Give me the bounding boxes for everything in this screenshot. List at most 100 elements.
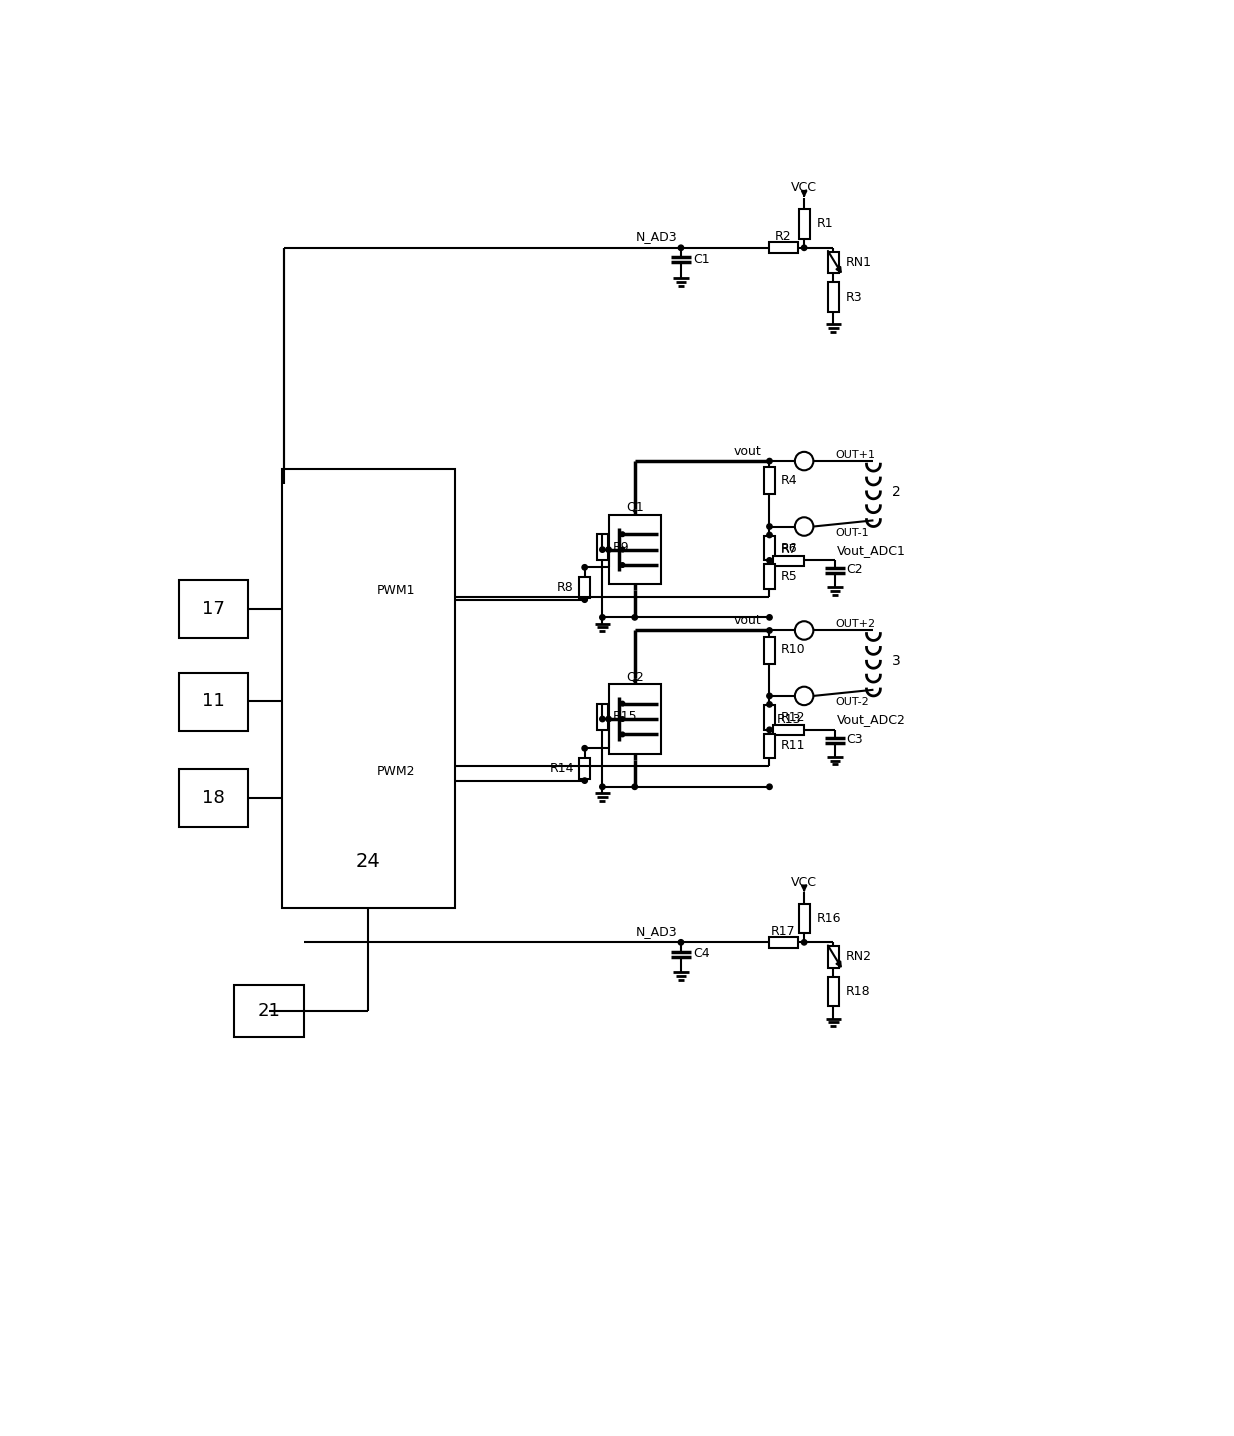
- Bar: [764, 467, 775, 494]
- Bar: [283, 468, 455, 908]
- Bar: [764, 705, 775, 729]
- Text: R9: R9: [613, 541, 629, 554]
- Bar: [769, 243, 798, 253]
- Text: C4: C4: [694, 948, 710, 961]
- Bar: [764, 564, 775, 589]
- Text: N_AD3: N_AD3: [636, 231, 677, 244]
- Bar: [179, 673, 248, 731]
- Text: 17: 17: [202, 600, 225, 617]
- Bar: [769, 936, 798, 948]
- Text: Q1: Q1: [626, 501, 644, 514]
- Bar: [179, 580, 248, 638]
- Text: PWM2: PWM2: [376, 765, 416, 778]
- Circle shape: [600, 784, 605, 790]
- Text: R6: R6: [780, 541, 797, 554]
- Text: R12: R12: [780, 711, 805, 724]
- Circle shape: [801, 939, 807, 945]
- Text: R7: R7: [780, 543, 797, 556]
- Bar: [764, 636, 775, 663]
- Bar: [828, 251, 839, 273]
- Circle shape: [621, 547, 624, 551]
- Circle shape: [766, 727, 772, 732]
- Text: 18: 18: [202, 788, 225, 807]
- Text: -: -: [802, 691, 806, 701]
- Circle shape: [632, 615, 638, 620]
- Circle shape: [621, 531, 624, 537]
- Bar: [579, 758, 590, 780]
- Circle shape: [766, 784, 772, 790]
- Text: RN1: RN1: [845, 256, 871, 269]
- Text: OUT+1: OUT+1: [835, 449, 875, 460]
- Text: Vout_ADC2: Vout_ADC2: [837, 714, 906, 727]
- Text: C2: C2: [847, 563, 863, 576]
- Text: +: +: [800, 626, 808, 636]
- Text: VCC: VCC: [791, 876, 817, 889]
- Circle shape: [621, 701, 624, 707]
- Text: vout: vout: [734, 445, 761, 458]
- Circle shape: [606, 547, 611, 553]
- Circle shape: [582, 597, 587, 602]
- Text: VCC: VCC: [791, 181, 817, 194]
- Bar: [608, 685, 661, 754]
- Bar: [234, 985, 304, 1037]
- Text: N_AD3: N_AD3: [636, 925, 677, 938]
- Bar: [764, 536, 775, 560]
- Circle shape: [632, 784, 638, 790]
- Text: R1: R1: [817, 217, 833, 230]
- Text: R10: R10: [780, 643, 805, 656]
- Text: R13: R13: [776, 712, 801, 725]
- Circle shape: [766, 533, 772, 537]
- Circle shape: [795, 452, 813, 471]
- Circle shape: [621, 563, 624, 567]
- Text: R14: R14: [549, 763, 574, 775]
- Bar: [828, 283, 839, 312]
- Circle shape: [621, 717, 624, 721]
- Text: R18: R18: [845, 985, 870, 998]
- Circle shape: [600, 547, 605, 553]
- Text: R5: R5: [780, 570, 797, 583]
- Circle shape: [766, 458, 772, 464]
- Text: vout: vout: [734, 615, 761, 628]
- Circle shape: [582, 778, 587, 783]
- Text: R15: R15: [613, 711, 638, 724]
- Circle shape: [600, 717, 605, 722]
- Text: R2: R2: [775, 231, 792, 244]
- Text: R3: R3: [845, 290, 863, 303]
- Circle shape: [600, 615, 605, 620]
- Bar: [597, 534, 608, 560]
- Text: Vout_ADC1: Vout_ADC1: [837, 544, 906, 557]
- Circle shape: [766, 615, 772, 620]
- Circle shape: [795, 686, 813, 705]
- Bar: [608, 516, 661, 584]
- Circle shape: [766, 628, 772, 633]
- Text: 21: 21: [258, 1002, 280, 1020]
- Text: RN2: RN2: [845, 951, 871, 964]
- Bar: [579, 577, 590, 599]
- Text: OUT+2: OUT+2: [835, 619, 875, 629]
- Circle shape: [795, 517, 813, 536]
- Circle shape: [606, 717, 611, 722]
- Text: 24: 24: [355, 852, 381, 872]
- Circle shape: [679, 939, 684, 945]
- Text: +: +: [800, 457, 808, 467]
- Circle shape: [582, 745, 587, 751]
- Text: R11: R11: [780, 740, 805, 752]
- Text: C3: C3: [847, 732, 863, 745]
- Circle shape: [679, 246, 684, 250]
- Text: 3: 3: [892, 655, 901, 668]
- Text: 11: 11: [202, 692, 225, 711]
- Bar: [828, 976, 839, 1007]
- Bar: [828, 946, 839, 968]
- Bar: [774, 556, 805, 566]
- Bar: [798, 903, 810, 933]
- Text: 2: 2: [892, 485, 901, 498]
- Text: -: -: [802, 521, 806, 531]
- Text: Q2: Q2: [626, 671, 644, 684]
- Text: OUT-2: OUT-2: [835, 696, 869, 707]
- Text: R17: R17: [771, 925, 796, 938]
- Circle shape: [795, 622, 813, 639]
- Circle shape: [582, 564, 587, 570]
- Circle shape: [801, 246, 807, 250]
- Bar: [798, 210, 810, 238]
- Text: R8: R8: [558, 580, 574, 595]
